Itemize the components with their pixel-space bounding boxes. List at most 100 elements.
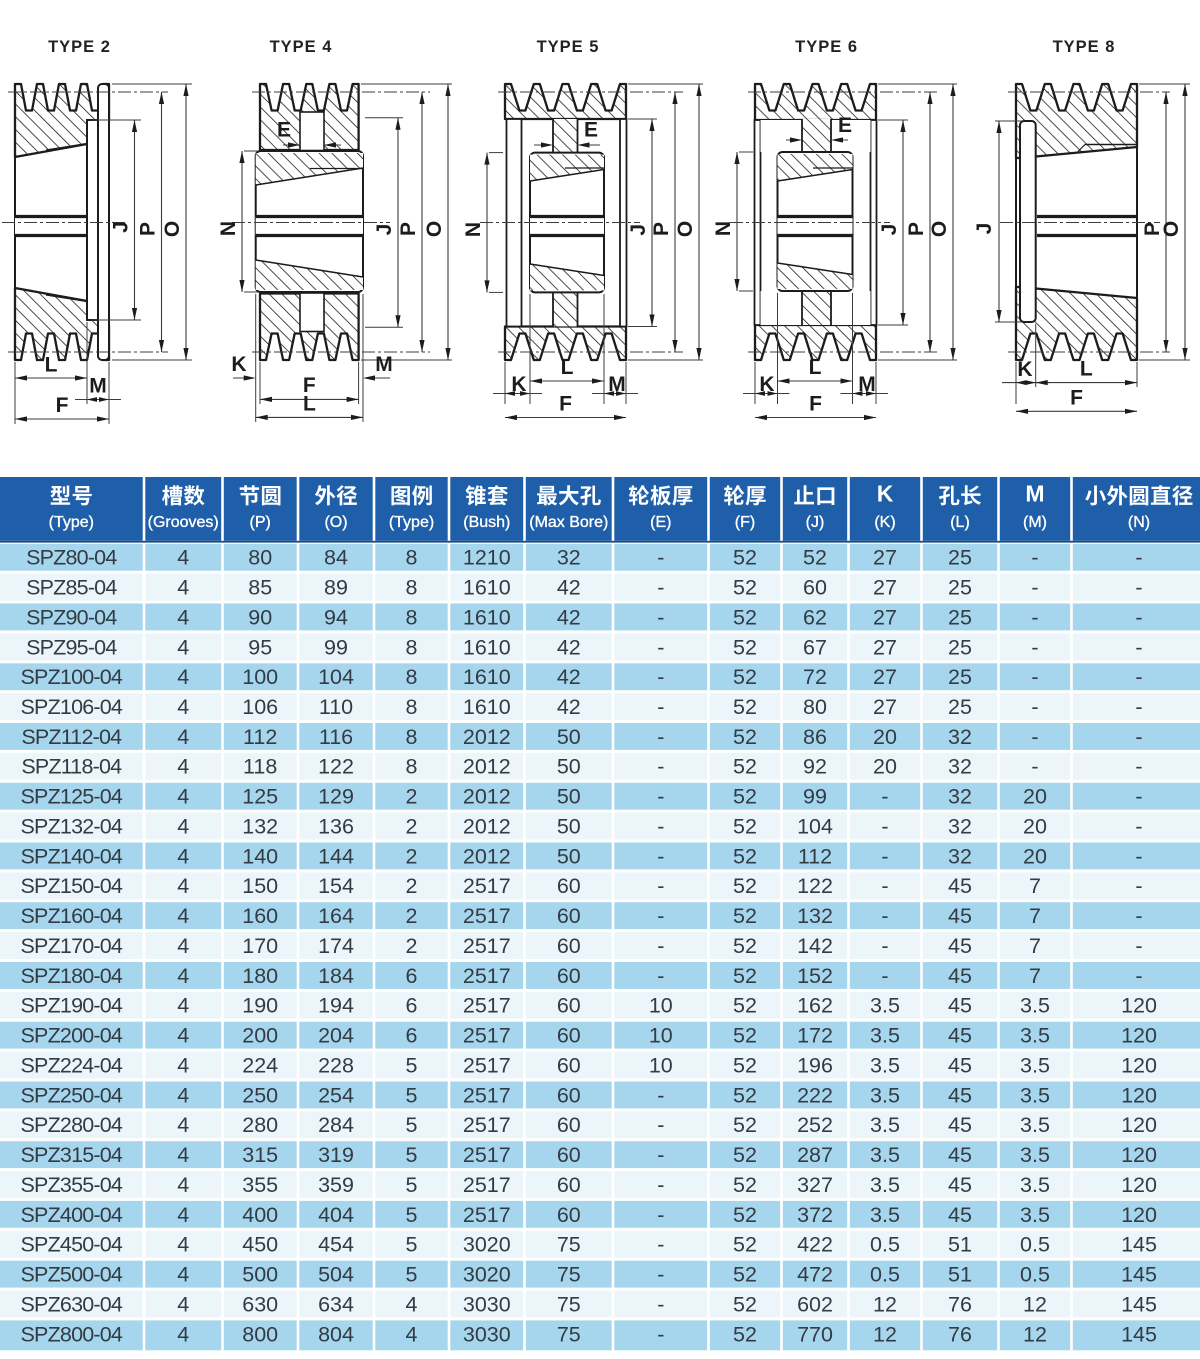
svg-text:O: O (928, 221, 951, 237)
svg-text:150: 150 (242, 874, 278, 898)
svg-text:84: 84 (324, 546, 348, 570)
svg-text:4: 4 (177, 695, 189, 719)
svg-text:4: 4 (177, 1083, 189, 1107)
svg-text:52: 52 (733, 844, 757, 868)
svg-text:500: 500 (242, 1263, 278, 1287)
svg-text:(O): (O) (324, 514, 347, 531)
svg-text:60: 60 (557, 1083, 581, 1107)
svg-text:M: M (89, 375, 107, 398)
svg-text:SPZ224-04: SPZ224-04 (21, 1053, 123, 1077)
svg-text:89: 89 (324, 576, 348, 600)
svg-text:4: 4 (177, 1173, 189, 1197)
svg-text:8: 8 (406, 605, 418, 629)
svg-text:-: - (1135, 665, 1142, 689)
svg-text:372: 372 (797, 1203, 833, 1227)
svg-text:32: 32 (948, 725, 972, 749)
svg-text:SPZ170-04: SPZ170-04 (21, 934, 123, 958)
svg-text:287: 287 (797, 1143, 833, 1167)
svg-text:2012: 2012 (463, 725, 511, 749)
svg-text:-: - (657, 1083, 664, 1107)
svg-text:112: 112 (798, 844, 832, 868)
svg-text:52: 52 (733, 964, 757, 988)
svg-text:2: 2 (406, 874, 418, 898)
svg-text:5: 5 (406, 1113, 418, 1137)
svg-text:3020: 3020 (463, 1263, 511, 1287)
svg-text:454: 454 (318, 1233, 354, 1257)
svg-text:634: 634 (318, 1292, 354, 1316)
svg-text:95: 95 (248, 635, 272, 659)
svg-text:45: 45 (948, 994, 972, 1018)
svg-text:N: N (462, 222, 485, 237)
svg-text:P: P (397, 222, 420, 236)
svg-text:4: 4 (177, 1024, 189, 1048)
svg-text:422: 422 (797, 1233, 833, 1257)
svg-text:-: - (657, 546, 664, 570)
svg-text:-: - (657, 815, 664, 839)
svg-text:1210: 1210 (463, 546, 511, 570)
svg-text:P: P (137, 222, 160, 236)
svg-text:N: N (217, 221, 240, 236)
svg-text:4: 4 (177, 635, 189, 659)
svg-text:7: 7 (1029, 964, 1041, 988)
svg-text:52: 52 (733, 725, 757, 749)
svg-text:-: - (1135, 874, 1142, 898)
svg-text:120: 120 (1121, 1083, 1157, 1107)
svg-text:6: 6 (406, 994, 418, 1018)
svg-text:5: 5 (406, 1173, 418, 1197)
svg-text:SPZ315-04: SPZ315-04 (21, 1143, 123, 1167)
svg-text:50: 50 (557, 725, 581, 749)
svg-text:45: 45 (948, 1203, 972, 1227)
svg-text:20: 20 (873, 725, 897, 749)
svg-text:SPZ132-04: SPZ132-04 (21, 815, 123, 839)
svg-text:3020: 3020 (463, 1233, 511, 1257)
svg-text:7: 7 (1029, 904, 1041, 928)
svg-text:J: J (878, 224, 901, 236)
svg-text:52: 52 (733, 1263, 757, 1287)
svg-text:F: F (303, 374, 316, 397)
svg-text:252: 252 (797, 1113, 833, 1137)
svg-text:-: - (657, 1173, 664, 1197)
svg-text:5: 5 (406, 1263, 418, 1287)
svg-text:-: - (881, 844, 888, 868)
svg-text:52: 52 (733, 635, 757, 659)
svg-text:-: - (1031, 635, 1038, 659)
svg-text:5: 5 (406, 1203, 418, 1227)
svg-text:315: 315 (242, 1143, 278, 1167)
svg-text:472: 472 (797, 1263, 833, 1287)
svg-text:4: 4 (177, 994, 189, 1018)
svg-text:5: 5 (406, 1083, 418, 1107)
svg-text:-: - (657, 576, 664, 600)
svg-text:45: 45 (948, 904, 972, 928)
svg-text:125: 125 (242, 785, 278, 809)
svg-text:170: 170 (242, 934, 278, 958)
svg-text:45: 45 (948, 1083, 972, 1107)
svg-text:94: 94 (324, 605, 348, 629)
svg-text:3.5: 3.5 (870, 994, 900, 1018)
svg-text:2012: 2012 (463, 844, 511, 868)
svg-text:L: L (561, 356, 574, 379)
svg-text:4: 4 (177, 1113, 189, 1137)
svg-text:3.5: 3.5 (870, 1053, 900, 1077)
svg-text:-: - (1135, 785, 1142, 809)
svg-text:-: - (657, 844, 664, 868)
svg-text:2: 2 (406, 934, 418, 958)
svg-text:3030: 3030 (463, 1322, 511, 1346)
svg-text:5: 5 (406, 1143, 418, 1167)
svg-text:45: 45 (948, 964, 972, 988)
svg-text:52: 52 (733, 1053, 757, 1077)
svg-text:2517: 2517 (463, 1024, 511, 1048)
svg-text:L: L (809, 356, 822, 379)
svg-text:60: 60 (557, 994, 581, 1018)
svg-text:3.5: 3.5 (1020, 1173, 1050, 1197)
svg-text:284: 284 (318, 1113, 354, 1137)
svg-text:27: 27 (873, 605, 897, 629)
svg-text:50: 50 (557, 785, 581, 809)
svg-text:52: 52 (733, 934, 757, 958)
svg-text:6: 6 (406, 1024, 418, 1048)
svg-text:67: 67 (803, 635, 827, 659)
svg-text:25: 25 (948, 546, 972, 570)
svg-text:52: 52 (733, 874, 757, 898)
svg-text:3030: 3030 (463, 1292, 511, 1316)
svg-text:106: 106 (242, 695, 278, 719)
svg-text:280: 280 (242, 1113, 278, 1137)
